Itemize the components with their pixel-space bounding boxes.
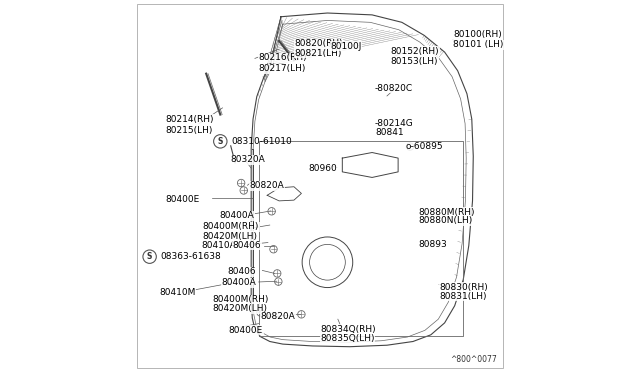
Text: 80400A: 80400A	[220, 211, 254, 220]
Text: 80960: 80960	[308, 164, 337, 173]
Text: 80152(RH): 80152(RH)	[390, 47, 439, 56]
Text: 80320A: 80320A	[231, 155, 266, 164]
Text: 80893: 80893	[419, 240, 447, 248]
Text: -80214G: -80214G	[375, 119, 414, 128]
Text: S: S	[218, 137, 223, 146]
Text: 80420M(LH): 80420M(LH)	[212, 304, 267, 313]
Text: 80821(LH): 80821(LH)	[294, 49, 341, 58]
Text: 80406: 80406	[227, 267, 255, 276]
Text: 80834Q(RH): 80834Q(RH)	[320, 325, 376, 334]
Text: 80420M(LH): 80420M(LH)	[203, 232, 258, 241]
Text: 80831(LH): 80831(LH)	[439, 292, 486, 301]
Text: -80820C: -80820C	[375, 84, 413, 93]
Text: 80880N(LH): 80880N(LH)	[419, 217, 473, 225]
Text: 80841: 80841	[375, 128, 404, 137]
Text: 80215(LH): 80215(LH)	[166, 126, 213, 135]
Text: 08310-61010: 08310-61010	[232, 137, 292, 146]
Text: 80835Q(LH): 80835Q(LH)	[320, 334, 374, 343]
Text: 80153(LH): 80153(LH)	[390, 57, 438, 65]
Text: 80400M(RH): 80400M(RH)	[212, 295, 269, 304]
Text: 80880M(RH): 80880M(RH)	[419, 208, 475, 217]
Text: 80830(RH): 80830(RH)	[439, 283, 488, 292]
Text: 80100J: 80100J	[330, 42, 362, 51]
Text: 80400E: 80400E	[166, 195, 200, 203]
Text: 80410M: 80410M	[159, 288, 196, 296]
Text: S: S	[147, 252, 152, 261]
Text: ^800^0077: ^800^0077	[450, 355, 497, 364]
Text: 80820(RH): 80820(RH)	[294, 39, 342, 48]
Text: 80214(RH): 80214(RH)	[166, 115, 214, 124]
Text: 80820A: 80820A	[250, 182, 284, 190]
Text: 80410A: 80410A	[201, 241, 236, 250]
Text: 80820A: 80820A	[260, 312, 295, 321]
Text: 80216(RH): 80216(RH)	[259, 53, 307, 62]
Text: 80406: 80406	[232, 241, 261, 250]
Text: 80100(RH): 80100(RH)	[453, 31, 502, 39]
Text: 80400E: 80400E	[229, 326, 263, 335]
Text: 08363-61638: 08363-61638	[161, 252, 221, 261]
Text: 80400A: 80400A	[221, 278, 256, 287]
Text: 80400M(RH): 80400M(RH)	[203, 222, 259, 231]
Text: o-60895: o-60895	[406, 142, 443, 151]
Text: 80217(LH): 80217(LH)	[259, 64, 306, 73]
Text: 80101 (LH): 80101 (LH)	[453, 40, 504, 49]
